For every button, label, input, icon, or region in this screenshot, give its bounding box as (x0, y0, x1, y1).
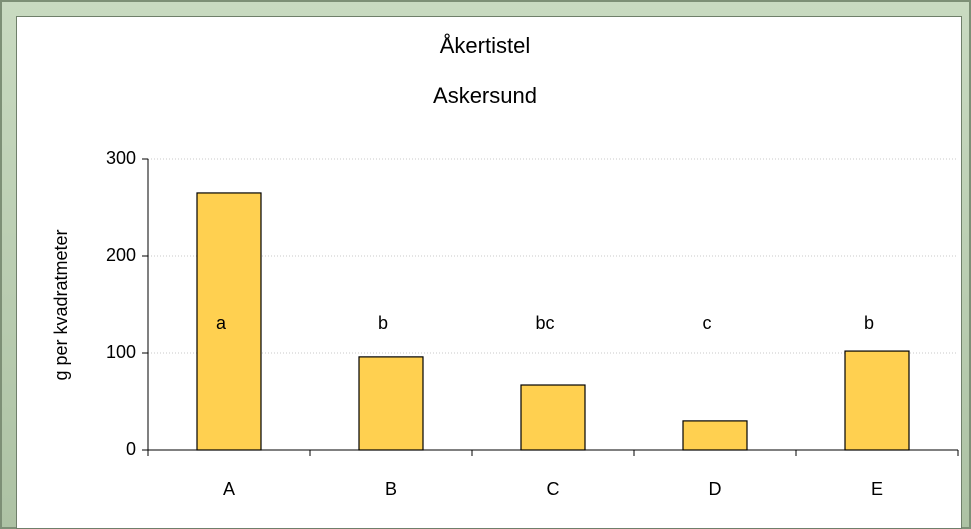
y-tick-label: 0 (126, 439, 136, 459)
annotation: b (864, 313, 874, 333)
x-tick-label: A (223, 479, 235, 499)
panel (16, 16, 962, 529)
bar (682, 420, 748, 451)
y-tick-label: 300 (106, 148, 136, 168)
x-tick-label: D (709, 479, 722, 499)
annotation: c (703, 313, 712, 333)
bar (844, 350, 910, 451)
x-tick-label: C (547, 479, 560, 499)
chart-title: Åkertistel (440, 33, 530, 58)
bar (196, 192, 262, 451)
y-tick-label: 200 (106, 245, 136, 265)
x-tick-label: B (385, 479, 397, 499)
chart-subtitle: Askersund (433, 83, 537, 108)
y-axis-label: g per kvadratmeter (51, 229, 71, 380)
x-tick-label: E (871, 479, 883, 499)
bar (520, 384, 586, 451)
annotation: b (378, 313, 388, 333)
annotation: bc (535, 313, 554, 333)
bar (358, 356, 424, 451)
annotation: a (216, 313, 227, 333)
y-tick-label: 100 (106, 342, 136, 362)
